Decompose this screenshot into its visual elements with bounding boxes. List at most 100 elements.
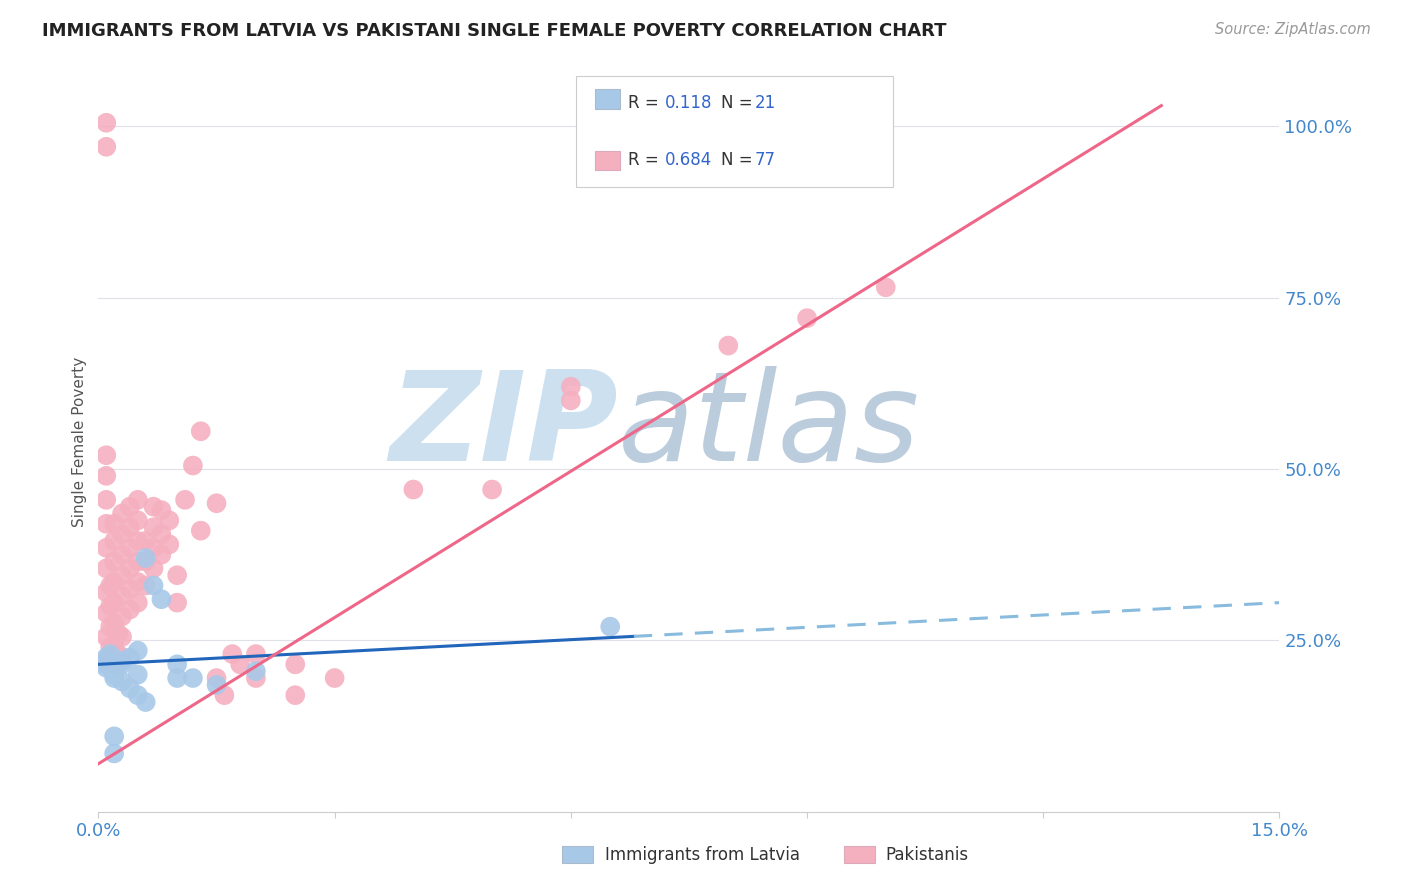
Point xyxy=(111,527,134,541)
Point xyxy=(323,671,346,685)
Point xyxy=(103,616,125,631)
Point xyxy=(481,483,503,497)
Point xyxy=(150,548,173,562)
Point xyxy=(103,533,125,548)
Point xyxy=(245,647,267,661)
Point xyxy=(135,554,157,568)
Point xyxy=(103,729,125,743)
Point xyxy=(127,554,149,568)
Text: IMMIGRANTS FROM LATVIA VS PAKISTANI SINGLE FEMALE POVERTY CORRELATION CHART: IMMIGRANTS FROM LATVIA VS PAKISTANI SING… xyxy=(42,22,946,40)
Point xyxy=(181,671,204,685)
Point xyxy=(142,578,165,592)
Point xyxy=(98,640,121,655)
Point xyxy=(118,541,141,555)
Point xyxy=(875,280,897,294)
Point xyxy=(96,585,118,599)
Text: atlas: atlas xyxy=(619,367,920,487)
Point xyxy=(205,496,228,510)
Point xyxy=(127,643,149,657)
Point xyxy=(107,626,129,640)
Point xyxy=(135,695,157,709)
Point xyxy=(796,311,818,326)
Text: ZIP: ZIP xyxy=(389,367,619,487)
Point xyxy=(599,116,621,130)
Point xyxy=(135,533,157,548)
Text: R =: R = xyxy=(628,94,665,112)
Point xyxy=(111,674,134,689)
Point xyxy=(118,681,141,696)
Point xyxy=(96,630,118,644)
Point xyxy=(107,647,129,661)
Point xyxy=(142,520,165,534)
Point xyxy=(96,468,118,483)
Point xyxy=(96,140,118,154)
Point xyxy=(96,650,118,665)
Text: Immigrants from Latvia: Immigrants from Latvia xyxy=(605,846,800,863)
Point xyxy=(221,647,243,661)
Point xyxy=(96,561,118,575)
Point xyxy=(96,654,118,668)
Point xyxy=(190,524,212,538)
Point xyxy=(98,599,121,613)
Point xyxy=(127,596,149,610)
Point xyxy=(127,667,149,681)
Point xyxy=(135,551,157,566)
Y-axis label: Single Female Poverty: Single Female Poverty xyxy=(72,357,87,526)
Point xyxy=(150,503,173,517)
Point xyxy=(166,657,188,672)
Point xyxy=(142,561,165,575)
Point xyxy=(103,747,125,761)
Point xyxy=(599,619,621,633)
Point xyxy=(135,578,157,592)
Point xyxy=(142,500,165,514)
Point xyxy=(717,338,740,352)
Point xyxy=(96,516,118,531)
Point xyxy=(96,116,118,130)
Point xyxy=(111,630,134,644)
Point xyxy=(96,541,118,555)
Point xyxy=(284,688,307,702)
Point xyxy=(229,657,252,672)
Point xyxy=(103,554,125,568)
Point xyxy=(111,589,134,603)
Point xyxy=(98,647,121,661)
Point xyxy=(560,393,582,408)
Point xyxy=(127,533,149,548)
Point xyxy=(174,492,197,507)
Point xyxy=(118,561,141,575)
Point xyxy=(111,548,134,562)
Point xyxy=(111,609,134,624)
Point xyxy=(127,513,149,527)
Point xyxy=(98,654,121,668)
Point xyxy=(150,592,173,607)
Point xyxy=(103,575,125,590)
Point xyxy=(118,500,141,514)
Point xyxy=(103,657,125,672)
Point xyxy=(118,602,141,616)
Point xyxy=(166,568,188,582)
Point xyxy=(166,671,188,685)
Point xyxy=(205,671,228,685)
Point xyxy=(284,657,307,672)
Point xyxy=(96,448,118,462)
Point xyxy=(103,661,125,675)
Point xyxy=(118,520,141,534)
Point xyxy=(96,606,118,620)
Point xyxy=(103,637,125,651)
Point xyxy=(118,650,141,665)
Text: Pakistanis: Pakistanis xyxy=(886,846,969,863)
Text: 21: 21 xyxy=(755,94,776,112)
Text: N =: N = xyxy=(721,151,758,169)
Point xyxy=(205,678,228,692)
Point xyxy=(98,578,121,592)
Point xyxy=(96,661,118,675)
Point xyxy=(127,688,149,702)
Point xyxy=(157,513,180,527)
Point xyxy=(245,664,267,678)
Point xyxy=(402,483,425,497)
Point xyxy=(166,596,188,610)
Point xyxy=(245,671,267,685)
Point xyxy=(118,582,141,596)
Text: N =: N = xyxy=(721,94,758,112)
Text: 77: 77 xyxy=(755,151,776,169)
